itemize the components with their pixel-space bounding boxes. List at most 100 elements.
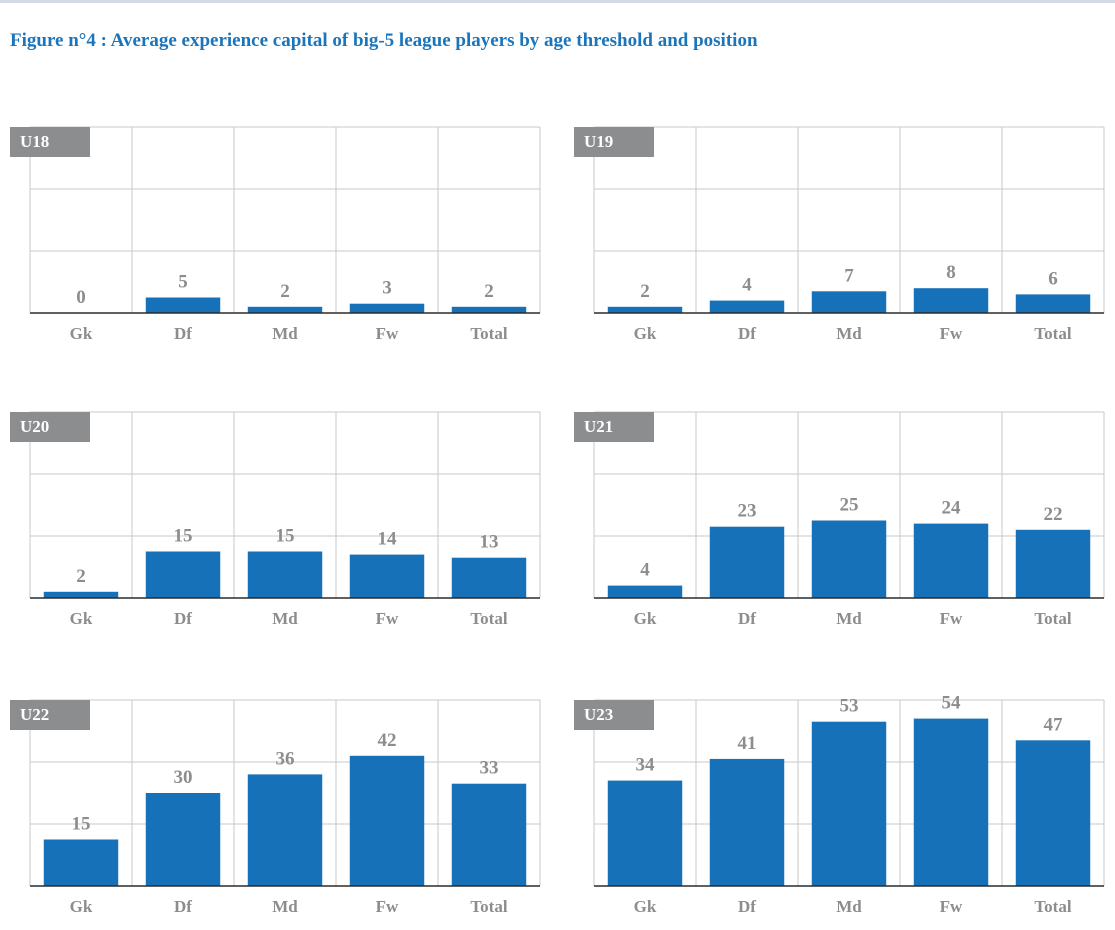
- bar-u19-md: [811, 291, 887, 313]
- value-label-u18-fw: 3: [382, 278, 392, 299]
- value-label-u23-fw: 54: [942, 693, 962, 714]
- bar-u20-md: [247, 551, 323, 598]
- bar-u22-fw: [349, 755, 425, 886]
- value-label-u20-md: 15: [276, 526, 295, 547]
- category-label-u22-md: Md: [272, 897, 298, 916]
- category-label-u19-total: Total: [1034, 324, 1071, 343]
- bar-u23-fw: [913, 718, 989, 886]
- bar-u18-total: [451, 306, 527, 313]
- category-label-u18-md: Md: [272, 324, 298, 343]
- value-label-u21-gk: 4: [640, 560, 650, 581]
- category-label-u20-df: Df: [174, 609, 192, 628]
- value-label-u20-df: 15: [174, 526, 193, 547]
- value-label-u18-total: 2: [484, 281, 494, 302]
- chart-panel-u23: 34 41 53 54 47 Gk Df Md Fw Total U23: [574, 693, 1105, 930]
- value-label-u23-md: 53: [840, 696, 859, 717]
- chart-panel-u20: 2 15 15 14 13 Gk Df Md Fw Total U20: [10, 411, 541, 642]
- chart-svg-u23: 34 41 53 54 47 Gk Df Md Fw Total: [593, 693, 1105, 916]
- bar-u23-df: [709, 758, 785, 886]
- bar-u19-df: [709, 300, 785, 313]
- bar-u20-fw: [349, 554, 425, 598]
- bar-u19-fw: [913, 288, 989, 313]
- chart-svg-u20: 2 15 15 14 13 Gk Df Md Fw Total: [29, 411, 541, 628]
- value-label-u21-df: 23: [738, 501, 757, 522]
- chart-panel-u18: 0 5 2 3 2 Gk Df Md Fw Total U18: [10, 126, 541, 357]
- age-label-u21: U21: [574, 412, 654, 442]
- value-label-u22-df: 30: [174, 767, 193, 788]
- category-label-u19-gk: Gk: [634, 324, 657, 343]
- chart-panel-u19: 2 4 7 8 6 Gk Df Md Fw Total U19: [574, 126, 1105, 357]
- bar-u20-gk: [43, 591, 119, 598]
- bar-u18-df: [145, 297, 221, 313]
- age-label-u18: U18: [10, 127, 90, 157]
- value-label-u21-total: 22: [1044, 504, 1063, 525]
- category-label-u18-gk: Gk: [70, 324, 93, 343]
- value-label-u20-fw: 14: [378, 529, 398, 550]
- category-label-u18-total: Total: [470, 324, 507, 343]
- category-label-u22-fw: Fw: [376, 897, 399, 916]
- value-label-u23-df: 41: [738, 733, 757, 754]
- bar-u21-gk: [607, 585, 683, 598]
- value-label-u19-total: 6: [1048, 268, 1058, 289]
- value-label-u22-total: 33: [480, 758, 499, 779]
- chart-svg-u18: 0 5 2 3 2 Gk Df Md Fw Total: [29, 126, 541, 343]
- bar-u22-total: [451, 783, 527, 886]
- value-label-u23-total: 47: [1044, 714, 1064, 735]
- value-label-u19-gk: 2: [640, 281, 650, 302]
- category-label-u21-gk: Gk: [634, 609, 657, 628]
- category-label-u19-md: Md: [836, 324, 862, 343]
- bar-u22-md: [247, 774, 323, 886]
- category-label-u23-md: Md: [836, 897, 862, 916]
- value-label-u18-df: 5: [178, 272, 188, 293]
- bar-u18-md: [247, 306, 323, 313]
- figure-title: Figure n°4 : Average experience capital …: [10, 30, 758, 51]
- category-label-u23-gk: Gk: [634, 897, 657, 916]
- bar-u18-fw: [349, 303, 425, 313]
- value-label-u21-fw: 24: [942, 498, 962, 519]
- value-label-u21-md: 25: [840, 495, 859, 516]
- bar-u23-md: [811, 721, 887, 886]
- category-label-u20-gk: Gk: [70, 609, 93, 628]
- chart-panel-u22: 15 30 36 42 33 Gk Df Md Fw Total U22: [10, 699, 541, 930]
- value-label-u18-gk: 0: [76, 287, 86, 308]
- category-label-u19-df: Df: [738, 324, 756, 343]
- age-label-u19: U19: [574, 127, 654, 157]
- bar-u20-df: [145, 551, 221, 598]
- bar-u19-gk: [607, 306, 683, 313]
- age-label-u22: U22: [10, 700, 90, 730]
- chart-panel-u21: 4 23 25 24 22 Gk Df Md Fw Total U21: [574, 411, 1105, 642]
- age-label-u23: U23: [574, 700, 654, 730]
- category-label-u18-fw: Fw: [376, 324, 399, 343]
- bar-u23-total: [1015, 740, 1091, 886]
- value-label-u19-fw: 8: [946, 262, 956, 283]
- value-label-u22-gk: 15: [72, 814, 91, 835]
- category-label-u20-fw: Fw: [376, 609, 399, 628]
- value-label-u19-md: 7: [844, 265, 854, 286]
- bar-u19-total: [1015, 294, 1091, 313]
- bar-u22-gk: [43, 839, 119, 886]
- category-label-u22-total: Total: [470, 897, 507, 916]
- chart-svg-u22: 15 30 36 42 33 Gk Df Md Fw Total: [29, 699, 541, 916]
- category-label-u23-fw: Fw: [940, 897, 963, 916]
- chart-svg-u19: 2 4 7 8 6 Gk Df Md Fw Total: [593, 126, 1105, 343]
- category-label-u21-total: Total: [1034, 609, 1071, 628]
- chart-svg-u21: 4 23 25 24 22 Gk Df Md Fw Total: [593, 411, 1105, 628]
- bar-u21-df: [709, 526, 785, 598]
- category-label-u19-fw: Fw: [940, 324, 963, 343]
- category-label-u18-df: Df: [174, 324, 192, 343]
- age-label-u20: U20: [10, 412, 90, 442]
- category-label-u22-gk: Gk: [70, 897, 93, 916]
- category-label-u23-total: Total: [1034, 897, 1071, 916]
- bar-u23-gk: [607, 780, 683, 886]
- value-label-u23-gk: 34: [636, 755, 656, 776]
- category-label-u23-df: Df: [738, 897, 756, 916]
- bar-u21-fw: [913, 523, 989, 598]
- category-label-u21-df: Df: [738, 609, 756, 628]
- value-label-u20-gk: 2: [76, 566, 86, 587]
- category-label-u20-total: Total: [470, 609, 507, 628]
- bar-u21-md: [811, 520, 887, 598]
- category-label-u22-df: Df: [174, 897, 192, 916]
- bar-u22-df: [145, 793, 221, 886]
- category-label-u21-md: Md: [836, 609, 862, 628]
- bar-u21-total: [1015, 529, 1091, 598]
